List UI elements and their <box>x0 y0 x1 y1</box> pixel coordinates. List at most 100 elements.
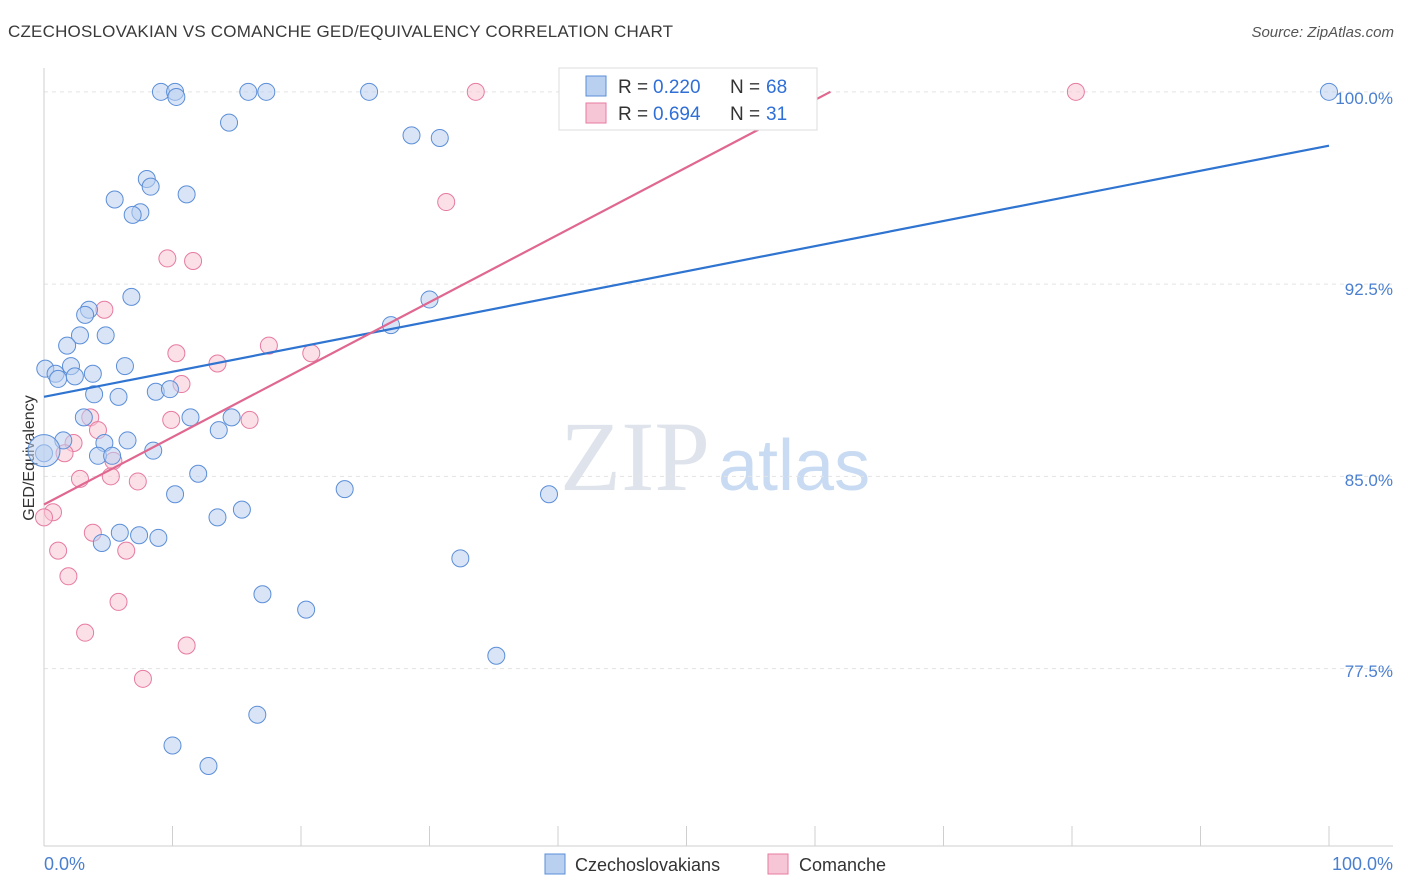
bottom-legend-swatch-blue <box>544 853 566 875</box>
comanche-point-19 <box>128 472 147 491</box>
czechoslovakian-point-55 <box>92 533 111 552</box>
legend-r-value-1: 0.220 <box>653 77 701 98</box>
legend-n-label-2: N = <box>730 104 760 125</box>
czechoslovakian-point-50 <box>232 500 251 519</box>
legend-r-value-2: 0.694 <box>653 104 701 125</box>
czechoslovakian-point-13 <box>105 190 124 209</box>
legend-swatch-pink <box>585 102 607 124</box>
czechoslovakian-point-62 <box>199 756 218 775</box>
czechoslovakian-point-2 <box>167 87 186 106</box>
watermark-zip: ZIP <box>560 401 710 512</box>
czechoslovakian-point-36 <box>222 408 241 427</box>
czechoslovakian-point-4 <box>257 82 276 101</box>
czechoslovakian-point-35 <box>181 408 200 427</box>
bottom-legend-label-comanche: Comanche <box>799 855 886 875</box>
comanche-point-29 <box>177 636 196 655</box>
legend-swatch-blue <box>585 75 607 97</box>
legend-n-value-2: 31 <box>766 104 787 125</box>
comanche-point-8 <box>167 344 186 363</box>
watermark-atlas: atlas <box>718 426 870 506</box>
czechoslovakian-trend-line <box>43 144 1330 398</box>
czechoslovakian-point-23 <box>58 336 77 355</box>
czechoslovakian-point-large <box>27 434 61 468</box>
czechoslovakian-point-28 <box>65 367 84 386</box>
czechoslovakian-point-60 <box>248 705 267 724</box>
czechoslovakian-point-11 <box>141 177 160 196</box>
comanche-point-25 <box>117 541 136 560</box>
czechoslovakian-point-37 <box>74 408 93 427</box>
czechoslovakian-point-30 <box>115 357 134 376</box>
czechoslovakian-point-19 <box>76 305 95 324</box>
y-tick-labels: 100.0% 92.5% 85.0% 77.5% <box>1335 89 1393 681</box>
series-legend: Czechoslovakians Comanche <box>544 853 886 875</box>
czechoslovakian-point-59 <box>487 646 506 665</box>
czechoslovakian-point-34 <box>160 380 179 399</box>
czechoslovakian-point-38 <box>209 421 228 440</box>
comanche-point-28 <box>76 623 95 642</box>
comanche-trend-line <box>43 90 831 506</box>
x-axis-ticks <box>43 826 1330 846</box>
comanche-point-3 <box>158 249 177 268</box>
czechoslovakian-point-54 <box>149 528 168 547</box>
comanche-points <box>35 82 1085 688</box>
comanche-point-5 <box>95 300 114 319</box>
czechoslovakian-point-56 <box>451 549 470 568</box>
bottom-legend-swatch-pink <box>767 853 789 875</box>
czechoslovakian-point-5 <box>360 82 379 101</box>
czechoslovakian-points <box>27 82 1338 775</box>
czechoslovakian-point-22 <box>70 326 89 345</box>
comanche-point-1 <box>1066 82 1085 101</box>
czechoslovakian-point-7 <box>220 113 239 132</box>
czechoslovakian-point-57 <box>253 585 272 604</box>
comanche-point-24 <box>49 541 68 560</box>
legend-r-label-2: R = <box>618 104 648 125</box>
czechoslovakian-point-12 <box>177 185 196 204</box>
y-tick-label-92-5: 92.5% <box>1345 280 1393 299</box>
czechoslovakian-point-21 <box>96 326 115 345</box>
czechoslovakian-point-29 <box>83 364 102 383</box>
czechoslovakian-point-9 <box>430 128 449 147</box>
comanche-point-26 <box>59 567 78 586</box>
czechoslovakian-point-16 <box>122 287 141 306</box>
czechoslovakian-point-58 <box>297 600 316 619</box>
comanche-point-30 <box>133 669 152 688</box>
y-tick-label-100: 100.0% <box>1335 89 1393 108</box>
czechoslovakian-point-61 <box>163 736 182 755</box>
czechoslovakian-point-53 <box>130 526 149 545</box>
czechoslovakian-point-41 <box>118 431 137 450</box>
legend-n-value-1: 68 <box>766 77 787 98</box>
y-tick-label-77-5: 77.5% <box>1345 662 1393 681</box>
czechoslovakian-point-32 <box>109 387 128 406</box>
bottom-legend-label-czechoslovakians: Czechoslovakians <box>575 855 720 875</box>
x-tick-label-max: 100.0% <box>1332 854 1393 874</box>
czechoslovakian-point-45 <box>103 446 122 465</box>
czechoslovakian-point-27 <box>49 369 68 388</box>
comanche-point-27 <box>109 592 128 611</box>
stats-legend: R = 0.220 N = 68 R = 0.694 N = 31 <box>558 67 818 131</box>
czechoslovakian-point-47 <box>335 480 354 499</box>
czechoslovakian-point-51 <box>208 508 227 527</box>
czechoslovakian-point-31 <box>85 385 104 404</box>
source-label: Source: ZipAtlas.com <box>1251 24 1394 41</box>
czechoslovakian-point-15 <box>123 205 142 224</box>
czechoslovakian-point-46 <box>189 464 208 483</box>
czechoslovakian-point-52 <box>110 523 129 542</box>
czechoslovakian-point-8 <box>402 126 421 145</box>
comanche-point-2 <box>437 193 456 212</box>
y-tick-label-85: 85.0% <box>1345 471 1393 490</box>
comanche-point-12 <box>162 410 181 429</box>
comanche-point-7 <box>302 344 321 363</box>
comanche-point-22 <box>35 508 53 527</box>
gridlines <box>44 91 1393 670</box>
comanche-point-6 <box>259 336 278 355</box>
comanche-point-13 <box>240 410 259 429</box>
comanche-point-4 <box>184 251 203 270</box>
czechoslovakian-point-3 <box>239 82 258 101</box>
czechoslovakian-point-49 <box>540 485 559 504</box>
czechoslovakian-point-6 <box>1320 82 1338 101</box>
czechoslovakian-point-48 <box>166 485 185 504</box>
legend-r-label-1: R = <box>618 77 648 98</box>
comanche-point-0 <box>466 82 485 101</box>
x-tick-label-min: 0.0% <box>44 854 85 874</box>
